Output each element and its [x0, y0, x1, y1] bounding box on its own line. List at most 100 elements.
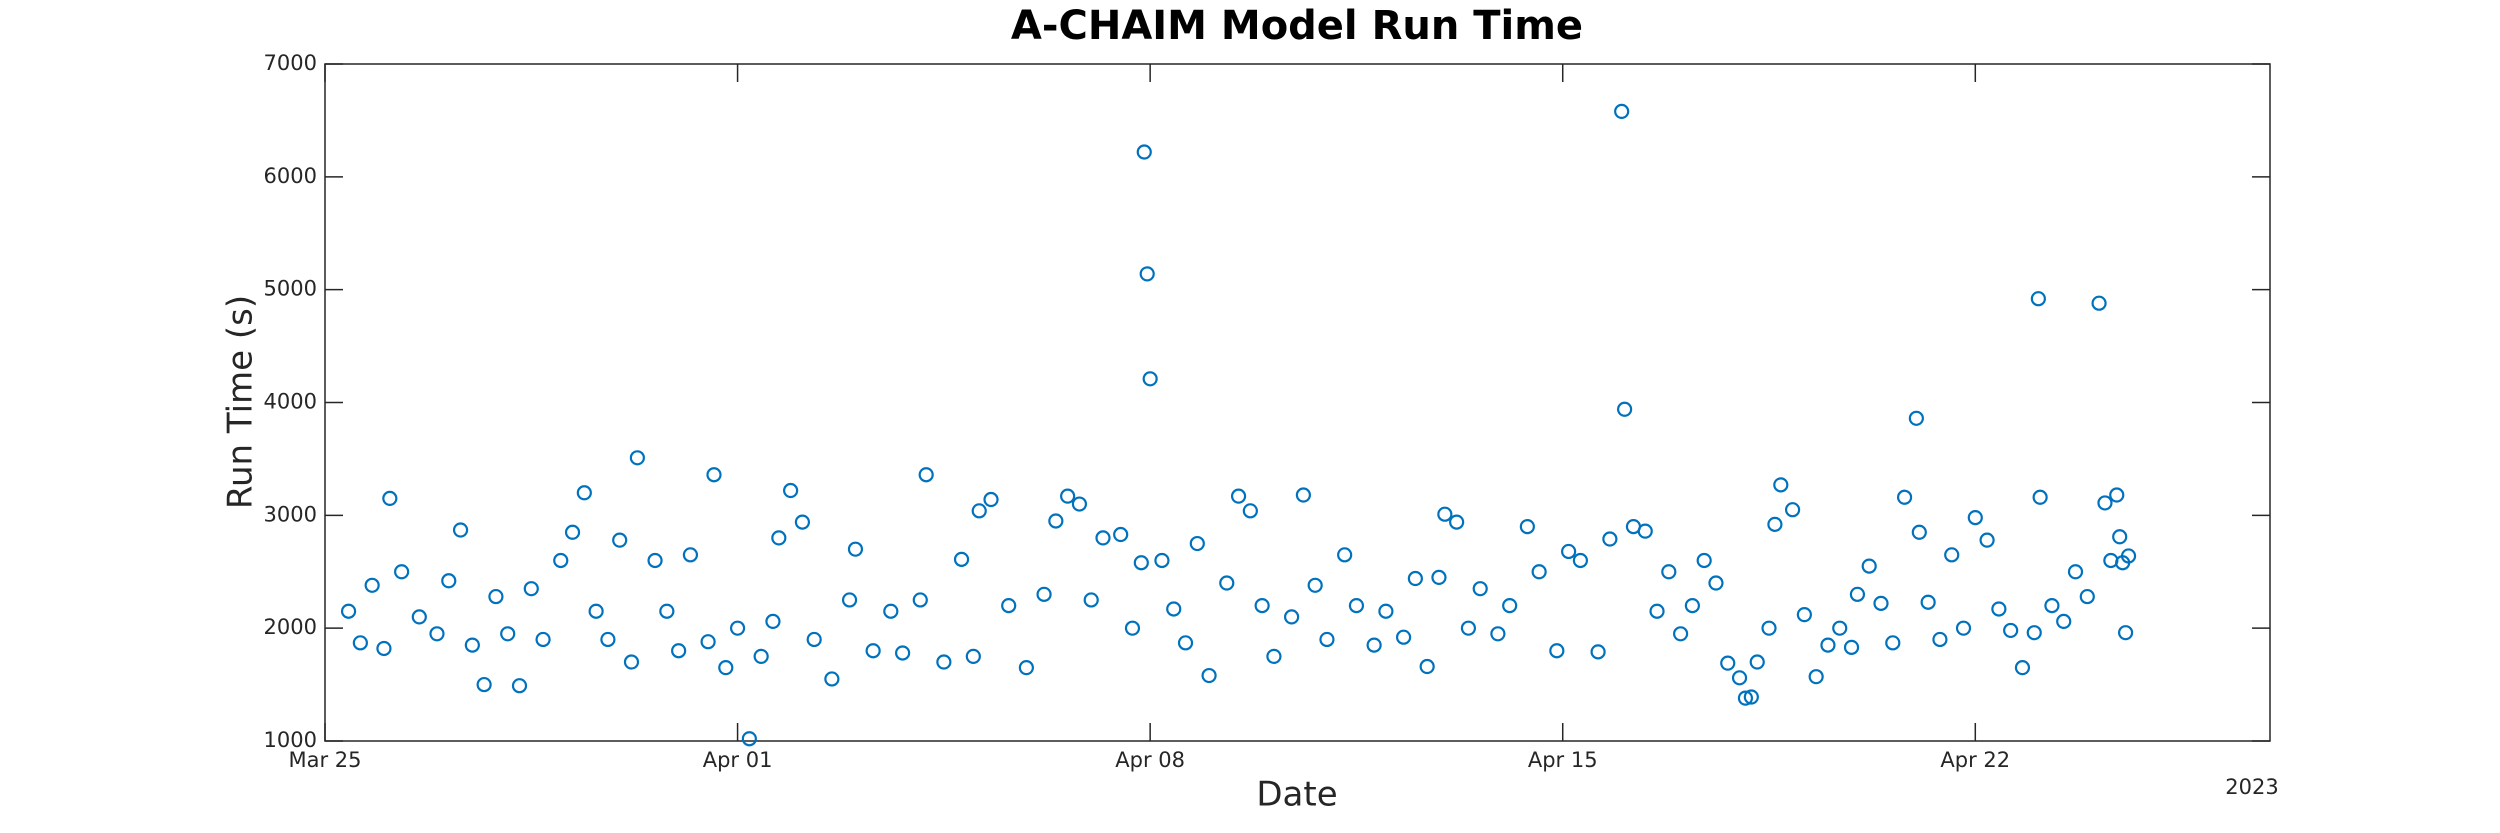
point — [1572, 552, 1589, 569]
point — [1230, 488, 1247, 504]
point — [1873, 595, 1889, 611]
point — [2026, 625, 2042, 641]
point — [1154, 552, 1170, 569]
point — [2097, 495, 2113, 511]
point — [2120, 548, 2137, 564]
point — [1911, 524, 1927, 540]
point — [1861, 558, 1877, 574]
point — [1944, 547, 1960, 563]
point — [1490, 626, 1506, 642]
point — [441, 573, 457, 589]
x-axis-label: Date — [1256, 775, 1337, 815]
point — [806, 631, 822, 648]
point — [629, 450, 645, 466]
point — [1142, 371, 1158, 387]
point — [523, 581, 539, 597]
point — [1649, 603, 1665, 619]
point — [1920, 594, 1936, 610]
point — [1549, 643, 1565, 659]
point — [1519, 519, 1535, 535]
point — [1419, 658, 1435, 675]
point — [753, 648, 769, 664]
point — [718, 660, 734, 676]
point — [2032, 489, 2048, 505]
point — [1796, 607, 1812, 623]
point — [2030, 291, 2046, 307]
point — [824, 671, 840, 687]
point — [1337, 547, 1353, 563]
point — [1832, 620, 1848, 636]
point — [1060, 488, 1076, 504]
x-tick-label: Apr 22 — [1940, 748, 2010, 772]
point — [2117, 625, 2134, 641]
point — [1684, 597, 1700, 614]
point — [511, 678, 528, 694]
point — [600, 631, 616, 648]
point — [564, 524, 581, 540]
point — [671, 643, 687, 659]
point — [1219, 575, 1235, 591]
point — [1001, 597, 1017, 614]
point — [647, 552, 663, 569]
y-tick-label: 7000 — [264, 51, 317, 75]
point — [476, 676, 492, 693]
point — [1242, 503, 1258, 519]
point — [364, 577, 380, 593]
point — [1908, 410, 1924, 426]
point — [965, 648, 981, 664]
point — [588, 603, 604, 619]
point — [1284, 609, 1300, 625]
point — [1113, 526, 1129, 543]
point — [488, 588, 504, 605]
axes-box — [324, 63, 2271, 742]
point — [883, 603, 899, 619]
point — [1661, 564, 1677, 580]
point — [1378, 603, 1394, 619]
point — [1133, 555, 1149, 571]
x-tick-label: Apr 08 — [1115, 748, 1185, 772]
point — [895, 645, 911, 661]
point — [352, 635, 368, 651]
point — [1849, 586, 1866, 602]
point — [682, 547, 699, 563]
point — [623, 654, 640, 670]
point — [576, 485, 592, 501]
point — [1761, 620, 1777, 636]
point — [1266, 648, 1282, 664]
point — [1095, 530, 1111, 546]
y-tick-label: 2000 — [264, 615, 317, 639]
point — [1254, 597, 1270, 614]
point — [535, 631, 551, 648]
point — [918, 467, 934, 483]
point — [2067, 564, 2084, 580]
point — [1637, 523, 1653, 539]
x-tick-label: Apr 15 — [1528, 748, 1598, 772]
point — [1731, 670, 1748, 686]
point — [1201, 667, 1217, 684]
point — [1773, 477, 1789, 493]
point — [2079, 588, 2095, 605]
point — [706, 467, 722, 483]
point — [1177, 635, 1194, 651]
y-tick-label: 1000 — [264, 728, 317, 752]
point — [2112, 529, 2128, 545]
point — [2003, 622, 2019, 639]
point — [971, 503, 987, 519]
point — [794, 514, 811, 530]
point — [936, 654, 952, 670]
point — [1319, 631, 1335, 648]
point — [1407, 570, 1423, 587]
point — [1843, 639, 1860, 655]
point — [1502, 597, 1518, 614]
point — [1820, 637, 1836, 653]
point — [1136, 144, 1152, 160]
point — [1614, 103, 1630, 119]
point — [1431, 569, 1447, 585]
point — [382, 490, 398, 507]
point — [2044, 597, 2060, 614]
y-tick-label: 4000 — [264, 390, 317, 414]
point — [1749, 654, 1765, 670]
point — [1696, 552, 1712, 569]
y-tick-label: 6000 — [264, 164, 317, 188]
